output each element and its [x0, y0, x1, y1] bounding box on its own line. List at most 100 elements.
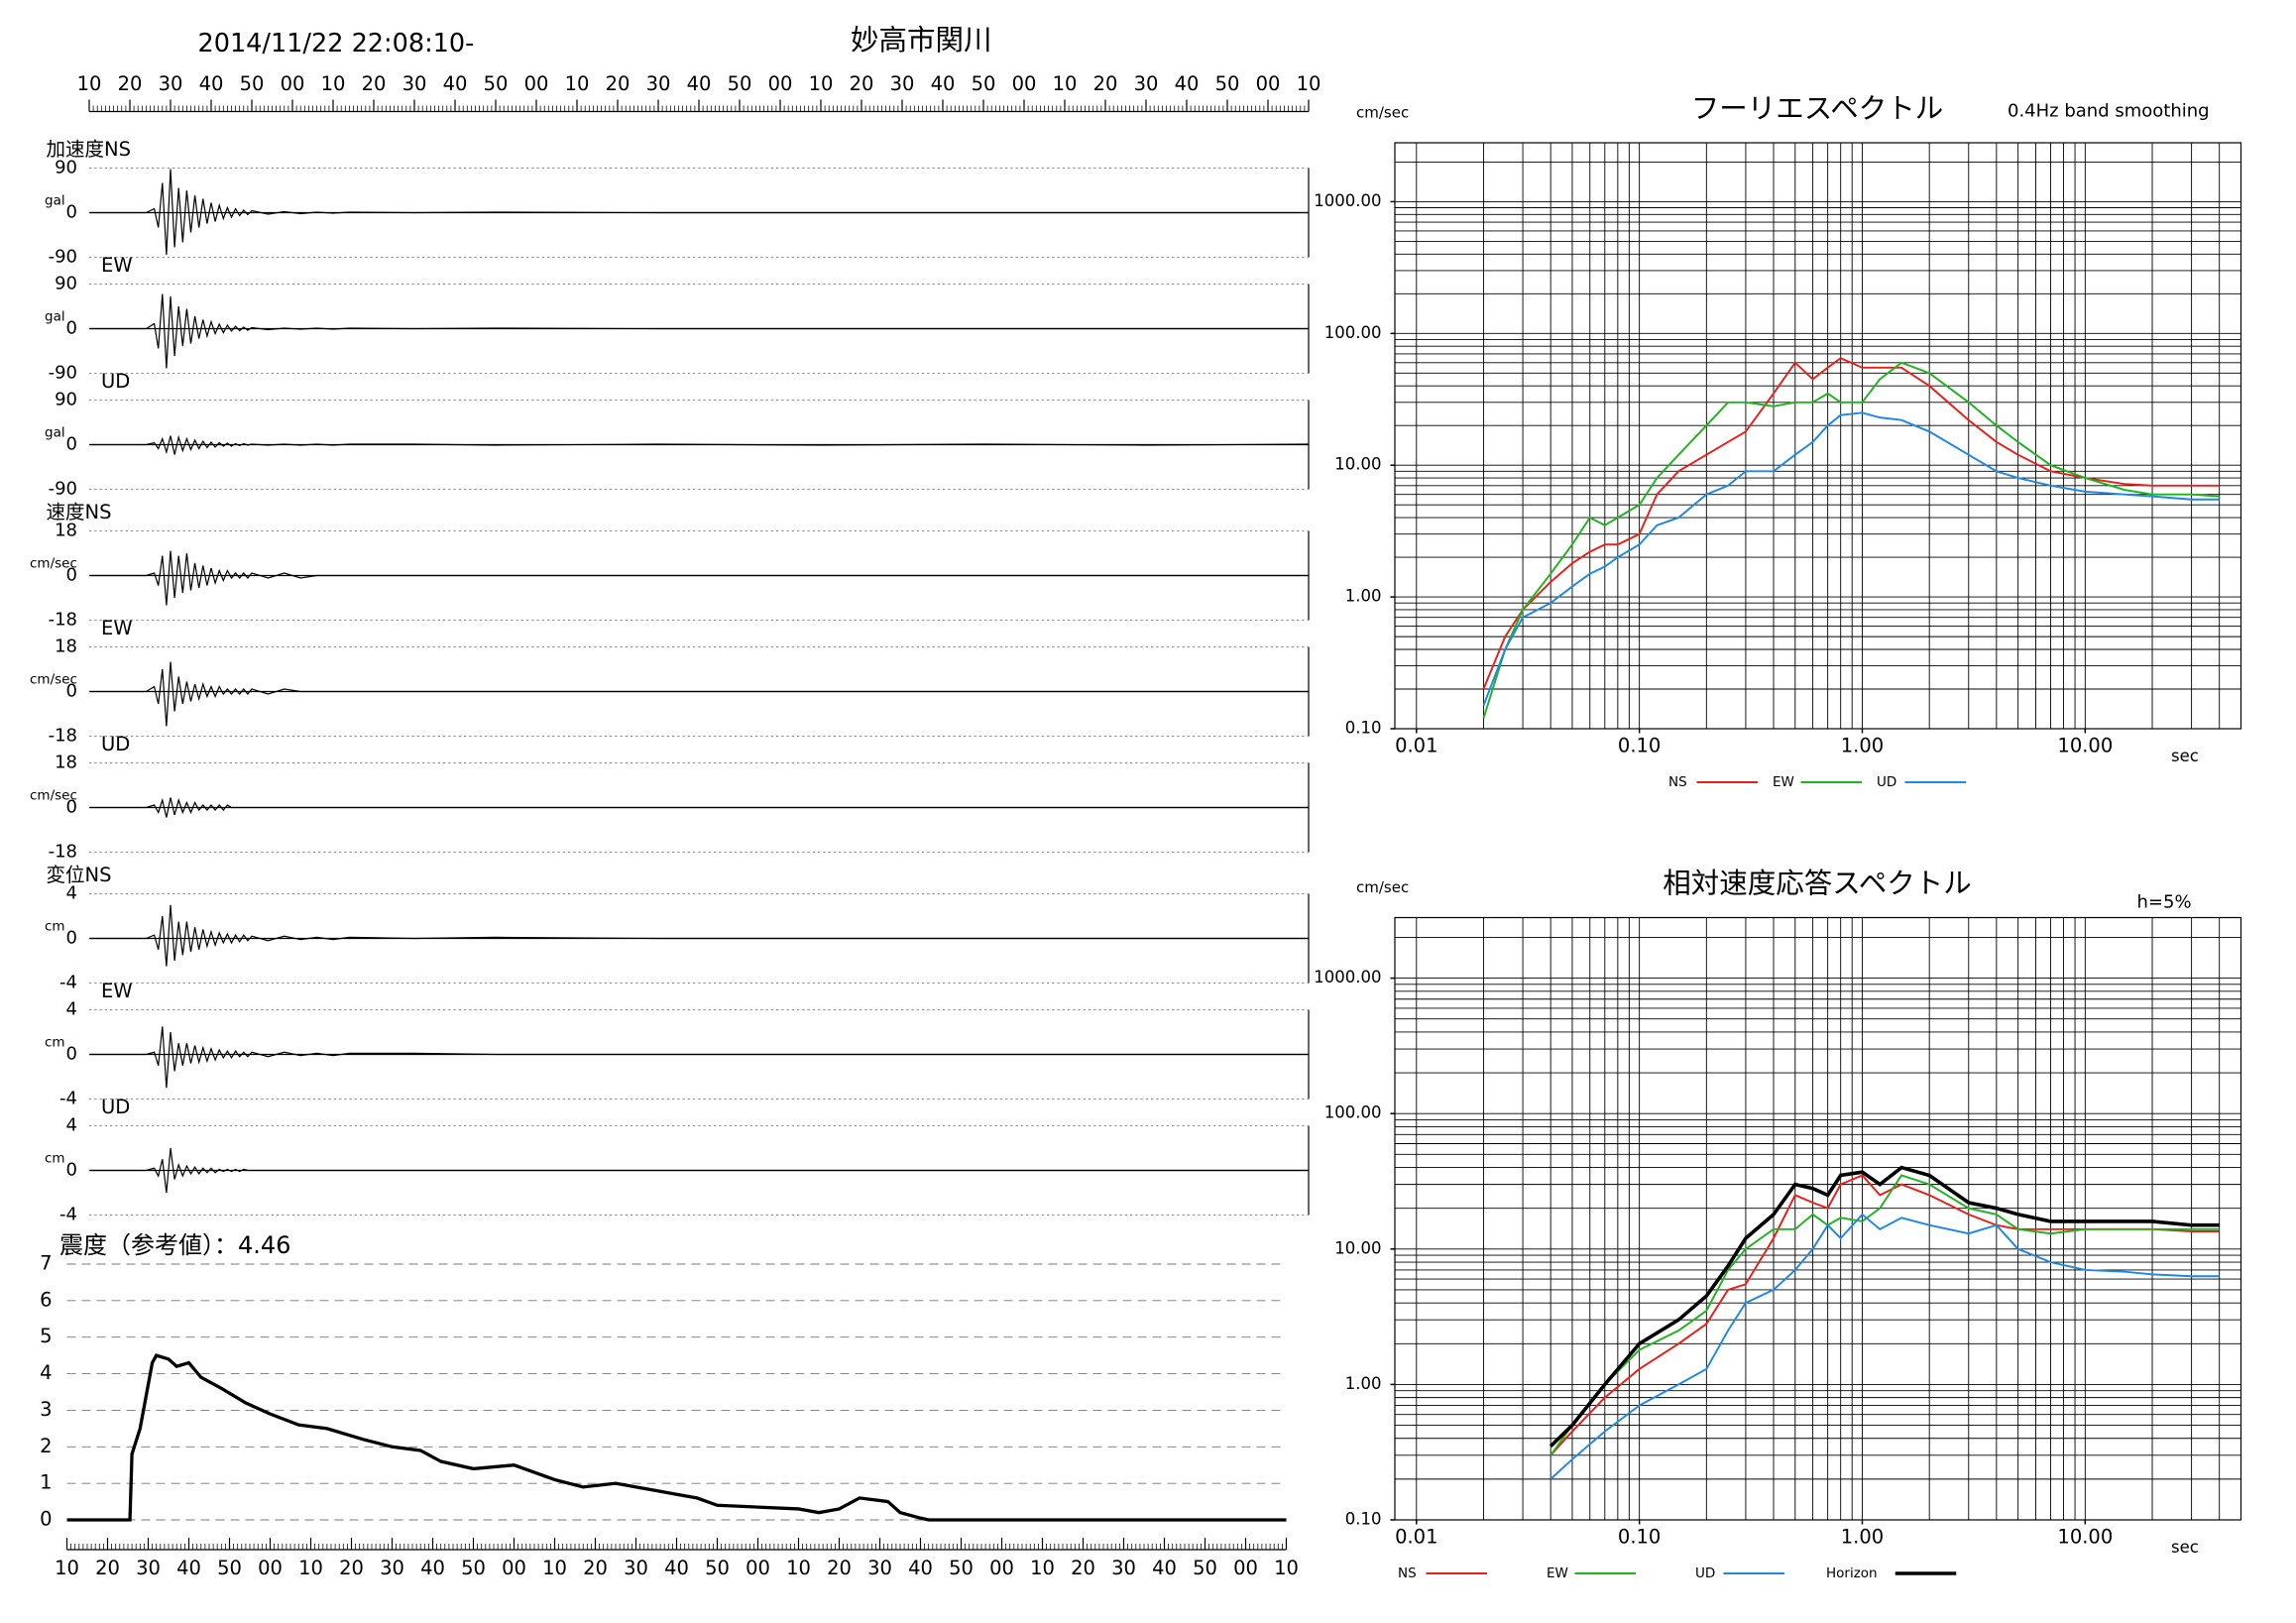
- x-tick-label: 20: [850, 72, 874, 95]
- x-tick-label: 00: [768, 72, 793, 95]
- spectrum-line: [1550, 1213, 2220, 1480]
- spectrum-line: [1482, 357, 2220, 690]
- x-tick-label: 10: [55, 1557, 79, 1579]
- x-axis-label: sec: [2171, 1538, 2199, 1557]
- x-tick-label: 1.00: [1841, 1526, 1884, 1549]
- y-tick-label: -4: [59, 1089, 77, 1109]
- y-tick-label: -4: [59, 1205, 77, 1225]
- intensity-line: [66, 1353, 1287, 1522]
- x-tick-label: 00: [524, 72, 549, 95]
- x-tick-label: 30: [159, 72, 183, 95]
- y-tick-label: 1: [40, 1471, 52, 1494]
- x-tick-label: 30: [624, 1557, 648, 1579]
- y-tick-label: 4: [66, 999, 77, 1020]
- y-tick-label: 5: [40, 1325, 52, 1347]
- x-tick-label: 40: [908, 1557, 933, 1579]
- y-tick-label: 0.10: [1345, 719, 1382, 738]
- waveform-line: [89, 434, 1310, 455]
- y-tick-label: 6: [40, 1288, 52, 1311]
- unit-label: gal: [45, 193, 65, 209]
- y-tick-label: 90: [55, 158, 77, 178]
- y-tick-label: 2: [40, 1435, 52, 1457]
- x-tick-label: 00: [746, 1557, 770, 1579]
- legend-label: Horizon: [1826, 1565, 1878, 1581]
- legend-label: UD: [1877, 774, 1896, 790]
- x-tick-label: 40: [176, 1557, 201, 1579]
- y-tick-label: -90: [49, 247, 77, 268]
- x-tick-label: 20: [1071, 1557, 1095, 1579]
- x-tick-label: 00: [258, 1557, 283, 1579]
- x-tick-label: 20: [827, 1557, 852, 1579]
- x-tick-label: 0.01: [1395, 735, 1437, 757]
- legend-label: EW: [1547, 1565, 1568, 1581]
- y-tick-label: 0: [66, 1044, 77, 1065]
- unit-label: cm/sec: [30, 788, 77, 804]
- x-tick-label: 30: [867, 1557, 892, 1579]
- y-tick-label: 4: [66, 1115, 77, 1136]
- x-tick-label: 0.10: [1618, 735, 1661, 757]
- y-tick-label: 3: [40, 1398, 52, 1421]
- x-tick-label: 20: [1093, 72, 1118, 95]
- y-tick-label: 1000.00: [1314, 968, 1381, 986]
- panel-label: 加速度NS: [47, 138, 131, 161]
- x-tick-label: 20: [118, 72, 143, 95]
- y-axis-label: cm/sec: [1356, 104, 1409, 122]
- y-tick-label: 0: [66, 797, 77, 818]
- x-tick-label: 00: [1256, 72, 1281, 95]
- y-tick-label: -18: [49, 726, 77, 747]
- y-tick-label: 0: [66, 434, 77, 455]
- x-tick-label: 50: [1215, 72, 1240, 95]
- x-tick-label: 20: [583, 1557, 608, 1579]
- x-tick-label: 40: [1175, 72, 1200, 95]
- x-tick-label: 30: [1111, 1557, 1136, 1579]
- x-tick-label: 30: [646, 72, 671, 95]
- x-tick-label: 30: [402, 72, 427, 95]
- x-tick-label: 10: [1274, 1557, 1299, 1579]
- x-tick-label: 40: [443, 72, 468, 95]
- panel-label: UD: [101, 370, 130, 393]
- x-tick-label: 50: [1193, 1557, 1217, 1579]
- y-tick-label: -90: [49, 479, 77, 500]
- chart-subtitle: 0.4Hz band smoothing: [2008, 101, 2210, 122]
- y-tick-label: 0.10: [1345, 1510, 1382, 1529]
- chart-title: 震度（参考値）：4.46: [59, 1231, 290, 1259]
- y-axis-label: cm/sec: [1356, 878, 1409, 896]
- y-tick-label: -18: [49, 610, 77, 631]
- chart-title: 2014/11/22 22:08:10-: [198, 29, 475, 58]
- waveform-line: [89, 293, 1309, 369]
- x-tick-label: 40: [199, 72, 224, 95]
- x-tick-label: 10: [298, 1557, 323, 1579]
- x-tick-label: 50: [240, 72, 265, 95]
- x-tick-label: 50: [484, 72, 509, 95]
- x-tick-label: 40: [664, 1557, 689, 1579]
- y-tick-label: 100.00: [1324, 323, 1382, 342]
- plot-frame: [1394, 142, 2242, 730]
- panel-label: EW: [101, 980, 133, 1002]
- panel-label: 変位NS: [47, 864, 112, 886]
- y-tick-label: 90: [55, 390, 77, 410]
- unit-label: cm: [45, 919, 65, 935]
- spectrum-line: [1482, 411, 2220, 706]
- unit-label: cm/sec: [30, 672, 77, 688]
- y-tick-label: 100.00: [1324, 1103, 1382, 1122]
- x-tick-label: 20: [362, 72, 387, 95]
- x-tick-label: 00: [502, 1557, 526, 1579]
- legend-label: UD: [1695, 1565, 1715, 1581]
- x-tick-label: 00: [281, 72, 305, 95]
- x-tick-label: 10.00: [2057, 1526, 2113, 1549]
- x-tick-label: 10: [542, 1557, 567, 1579]
- y-tick-label: 0: [66, 681, 77, 702]
- plot-frame: [1394, 916, 2242, 1521]
- unit-label: gal: [45, 309, 65, 325]
- y-tick-label: 7: [40, 1252, 52, 1275]
- y-tick-label: 10.00: [1334, 1238, 1381, 1257]
- x-tick-label: 10: [77, 72, 102, 95]
- y-tick-label: 90: [55, 274, 77, 294]
- y-tick-label: 0: [66, 318, 77, 339]
- x-tick-label: 50: [972, 72, 996, 95]
- x-tick-label: 0.10: [1618, 1526, 1661, 1549]
- waveform-line: [89, 1026, 1309, 1089]
- waveform-line: [89, 169, 1309, 256]
- chart-subtitle: 妙高市関川: [851, 24, 992, 57]
